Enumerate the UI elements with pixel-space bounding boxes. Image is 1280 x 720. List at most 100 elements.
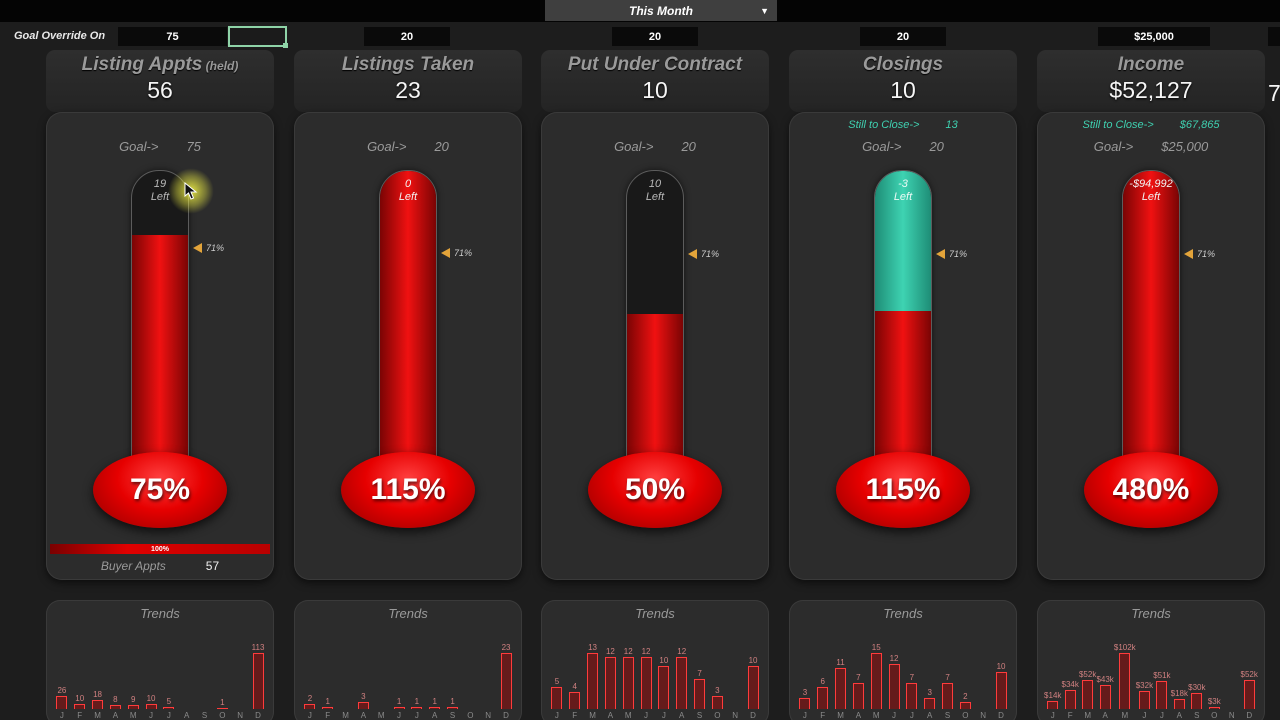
amount-left-label: Left <box>1141 191 1161 203</box>
trend-bar <box>429 707 441 709</box>
goal-value: 20 <box>434 139 449 154</box>
amount-left: -3 Left <box>875 178 931 204</box>
trend-month-label: J <box>414 711 419 720</box>
trend-bar <box>995 672 1007 709</box>
trend-month-label: M <box>872 711 880 720</box>
override-cell-closings[interactable]: 20 <box>860 27 946 46</box>
trend-bar <box>1138 691 1150 709</box>
trend-bar <box>500 653 512 709</box>
trend-month-label: A <box>927 711 933 720</box>
marker-arrow-icon <box>936 249 945 259</box>
trend-bar <box>870 653 882 709</box>
goal-row: Goal-> 20 <box>789 139 1017 154</box>
trend-month-label: O <box>467 711 474 720</box>
trend-slot: 15 M <box>867 643 885 720</box>
column-title-text: Closings <box>862 54 944 75</box>
still-to-close-row: Still to Close-> 13 <box>789 119 1017 131</box>
trend-slot: $32k J <box>1136 681 1153 720</box>
column-header: Put Under Contract 10 <box>541 50 769 112</box>
trend-month-label: F <box>1067 711 1073 720</box>
trend-bar-value: 3 <box>361 692 366 701</box>
trend-bar-value: $14k <box>1044 691 1062 700</box>
goal-marker: 71% <box>688 249 719 259</box>
amount-left-value: -3 <box>898 178 908 190</box>
amount-left-value: 0 <box>404 178 412 190</box>
gauge-panel: Goal-> 75 19 Left 71% 75% 100% Buyer App… <box>46 112 274 580</box>
trend-month-label: J <box>554 711 559 720</box>
trend-month-label: M <box>94 711 101 720</box>
trend-bar-value: 11 <box>836 658 845 667</box>
still-to-close-row: Still to Close-> $67,865 <box>1037 119 1265 131</box>
trend-month-label: S <box>1194 711 1200 720</box>
selected-cell[interactable] <box>228 26 288 48</box>
column-title-text: Listings Taken <box>341 54 475 75</box>
trends-panel: Trends 2 J 1 F M 3 A M 1 J 1 J 1 A 1 S O N 23 D <box>294 600 522 720</box>
still-to-close-label: Still to Close-> <box>1082 119 1154 131</box>
trend-month-label: J <box>644 711 649 720</box>
percent-value: 75% <box>129 473 191 506</box>
percent-value: 50% <box>624 473 686 506</box>
trend-bar-value: $43k <box>1096 675 1114 684</box>
trend-bar <box>74 704 86 709</box>
override-cell-listing-appts[interactable]: 75 <box>118 27 227 46</box>
trend-bar-value: $32k <box>1135 681 1154 690</box>
trend-bar <box>569 692 581 709</box>
mouse-cursor <box>168 168 214 214</box>
trend-slot: 12 A <box>601 647 619 720</box>
trend-bar <box>447 707 459 709</box>
trends-panel: Trends $14k J $34k F $52k M $43k A $102k M $32k J $5… <box>1037 600 1265 720</box>
trend-month-label: S <box>201 711 208 720</box>
trends-title: Trends <box>388 606 428 621</box>
trend-bar-value: 3 <box>802 688 808 697</box>
trend-month-label: D <box>503 711 509 720</box>
marker-arrow-icon <box>688 249 697 259</box>
trend-bar <box>1099 685 1111 709</box>
trend-bar <box>216 708 228 709</box>
column-header: Listing Appts (held) 56 <box>46 50 274 112</box>
trend-slot: $52k D <box>1240 670 1258 720</box>
column-title: Listing Appts (held) <box>46 54 274 76</box>
trend-bar <box>1082 680 1094 709</box>
trends-chart: 26 J 10 F 18 M 8 A 9 M 10 J 5 J A S 1 O N 113 D <box>53 621 267 720</box>
trend-slot: A <box>178 699 196 720</box>
trend-bar <box>1243 680 1255 709</box>
override-cell-put-under-contract[interactable]: 20 <box>612 27 698 46</box>
amount-left-label: Left <box>645 191 665 203</box>
cell-fill-handle[interactable] <box>283 43 288 48</box>
marker-arrow-icon <box>193 243 202 253</box>
period-dropdown[interactable]: This Month ▼ <box>545 0 777 21</box>
trend-month-label: A <box>1176 711 1183 720</box>
goal-row: Goal-> 20 <box>294 139 522 154</box>
trend-slot: $43k A <box>1096 675 1113 720</box>
trend-slot: 10 J <box>142 694 160 720</box>
column-current-value: 23 <box>395 77 421 103</box>
column-title-suffix: (held) <box>202 59 239 73</box>
kpi-column-listing-appts: Listing Appts (held) 56 Goal-> 75 19 Lef… <box>46 0 274 720</box>
trend-bar-value: 15 <box>871 643 881 652</box>
trends-title: Trends <box>635 606 675 621</box>
trend-slot: $34k F <box>1061 680 1079 720</box>
override-cell-listings-taken[interactable]: 20 <box>364 27 450 46</box>
column-current-value: $52,127 <box>1109 77 1193 103</box>
column-header: Closings 10 <box>789 50 1017 112</box>
trend-slot: 10 D <box>992 662 1010 720</box>
trend-month-label: O <box>1211 711 1218 720</box>
trend-slot: 11 M <box>832 658 850 720</box>
trend-bar <box>127 705 139 709</box>
column-title-text: Listing Appts <box>81 54 203 75</box>
trend-slot: $14k J <box>1044 691 1061 720</box>
trends-chart: $14k J $34k F $52k M $43k A $102k M $32k J $51k J $18k… <box>1044 621 1258 720</box>
period-dropdown-value: This Month <box>629 3 693 18</box>
trend-month-label: N <box>1228 711 1235 720</box>
trend-bar-value: 13 <box>588 643 598 652</box>
still-to-close-label: Still to Close-> <box>848 119 920 131</box>
override-cell-income[interactable]: $25,000 <box>1098 27 1210 46</box>
trend-month-label: J <box>1142 711 1147 720</box>
